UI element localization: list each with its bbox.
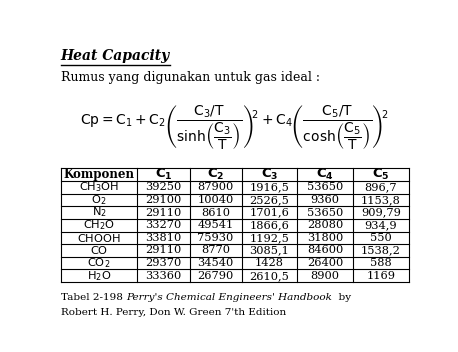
Text: $\mathbf{C_4}$: $\mathbf{C_4}$: [316, 167, 334, 182]
Text: 1916,5: 1916,5: [250, 182, 289, 192]
Text: 33360: 33360: [145, 271, 181, 281]
Text: 3085,1: 3085,1: [250, 245, 289, 256]
Text: Perry's Chemical Engineers' Handbook: Perry's Chemical Engineers' Handbook: [126, 293, 332, 302]
Text: 8900: 8900: [311, 271, 340, 281]
Text: Heat Capacity: Heat Capacity: [61, 49, 170, 63]
Text: 53650: 53650: [307, 182, 344, 192]
Text: 1169: 1169: [366, 271, 395, 281]
Text: 87900: 87900: [197, 182, 234, 192]
Text: 31800: 31800: [307, 233, 344, 243]
Text: 29110: 29110: [145, 208, 181, 218]
Text: 8610: 8610: [201, 208, 230, 218]
Text: $\mathrm{CHOOH}$: $\mathrm{CHOOH}$: [77, 232, 121, 244]
Text: 10040: 10040: [197, 195, 234, 205]
Text: $\mathbf{C_3}$: $\mathbf{C_3}$: [261, 167, 278, 182]
Text: $\mathrm{CH_2O}$: $\mathrm{CH_2O}$: [83, 218, 115, 232]
Text: $\mathrm{H_2O}$: $\mathrm{H_2O}$: [87, 269, 111, 283]
Text: $\mathrm{CO}$: $\mathrm{CO}$: [90, 245, 108, 257]
Text: 33810: 33810: [145, 233, 181, 243]
Text: 29100: 29100: [145, 195, 181, 205]
Text: $\mathbf{C_2}$: $\mathbf{C_2}$: [207, 167, 224, 182]
Text: Rumus yang digunakan untuk gas ideal :: Rumus yang digunakan untuk gas ideal :: [61, 71, 320, 84]
Text: Komponen: Komponen: [64, 168, 135, 181]
Text: Tabel 2-198: Tabel 2-198: [61, 293, 126, 302]
Text: 26790: 26790: [197, 271, 234, 281]
Text: 2610,5: 2610,5: [250, 271, 289, 281]
Text: 1866,6: 1866,6: [250, 220, 289, 230]
Text: 934,9: 934,9: [365, 220, 397, 230]
Text: 1538,2: 1538,2: [361, 245, 401, 256]
Text: 2526,5: 2526,5: [250, 195, 289, 205]
Text: 896,7: 896,7: [365, 182, 397, 192]
Text: 1428: 1428: [255, 258, 284, 268]
Text: 75930: 75930: [197, 233, 234, 243]
Text: $\mathbf{C_1}$: $\mathbf{C_1}$: [154, 167, 172, 182]
Text: $\mathrm{Cp = C_1 + C_2\left(\dfrac{C_3/T}{\sinh\!\left(\dfrac{C_3}{T}\right)}\r: $\mathrm{Cp = C_1 + C_2\left(\dfrac{C_3/…: [80, 103, 389, 151]
Text: $\mathrm{CO_2}$: $\mathrm{CO_2}$: [87, 256, 111, 270]
Text: 1192,5: 1192,5: [250, 233, 289, 243]
Text: 1153,8: 1153,8: [361, 195, 401, 205]
Text: $\mathbf{C_5}$: $\mathbf{C_5}$: [372, 167, 390, 182]
Text: 909,79: 909,79: [361, 208, 401, 218]
Text: 550: 550: [370, 233, 392, 243]
Text: $\mathrm{N_2}$: $\mathrm{N_2}$: [92, 206, 107, 219]
Text: 49541: 49541: [197, 220, 234, 230]
Text: 84600: 84600: [307, 245, 344, 256]
Text: $\mathrm{CH_3OH}$: $\mathrm{CH_3OH}$: [79, 180, 119, 194]
Text: 8770: 8770: [201, 245, 230, 256]
Text: 1701,6: 1701,6: [250, 208, 289, 218]
Text: 9360: 9360: [311, 195, 340, 205]
Text: 588: 588: [370, 258, 392, 268]
Text: 39250: 39250: [145, 182, 181, 192]
Text: by: by: [332, 293, 351, 302]
Text: 29370: 29370: [145, 258, 181, 268]
Text: 28080: 28080: [307, 220, 344, 230]
Text: Robert H. Perry, Don W. Green 7'th Edition: Robert H. Perry, Don W. Green 7'th Editi…: [61, 308, 286, 317]
Text: 53650: 53650: [307, 208, 344, 218]
Text: 29110: 29110: [145, 245, 181, 256]
Text: $\mathrm{O_2}$: $\mathrm{O_2}$: [92, 193, 107, 207]
Text: 26400: 26400: [307, 258, 344, 268]
Text: 33270: 33270: [145, 220, 181, 230]
Text: 34540: 34540: [197, 258, 234, 268]
